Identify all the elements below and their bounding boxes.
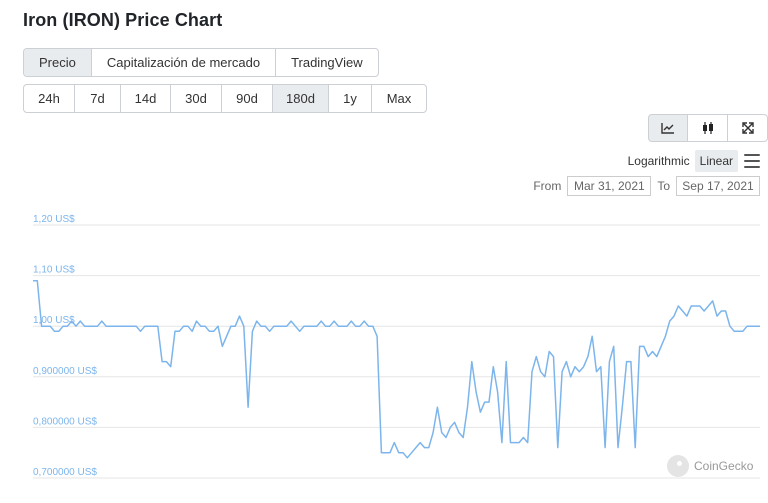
range-14d-button[interactable]: 14d	[121, 85, 171, 112]
page-title: Iron (IRON) Price Chart	[23, 10, 223, 30]
price-chart: 1,20 US$ 1,10 US$ 1,00 US$ 0,900000 US$ 0,80…	[33, 214, 760, 479]
scale-selector: Logarithmic Linear	[623, 149, 760, 173]
y-tick-label: 0,800000 US$	[33, 416, 97, 427]
fullscreen-button[interactable]	[728, 114, 768, 142]
line-chart-button[interactable]	[648, 114, 688, 142]
tab-price[interactable]: Precio	[24, 49, 92, 76]
date-range-picker: From To	[527, 176, 760, 196]
chart-tabs: Precio Capitalización de mercado Trading…	[23, 48, 379, 77]
line-chart-icon	[661, 123, 674, 134]
range-7d-button[interactable]: 7d	[75, 85, 121, 112]
tab-market-cap[interactable]: Capitalización de mercado	[92, 49, 277, 76]
range-90d-button[interactable]: 90d	[222, 85, 273, 112]
logarithmic-option[interactable]: Logarithmic	[627, 154, 690, 168]
linear-option[interactable]: Linear	[694, 150, 738, 172]
price-series-line	[33, 279, 760, 459]
coingecko-logo-icon	[667, 455, 689, 477]
range-1y-button[interactable]: 1y	[329, 85, 372, 112]
from-label: From	[533, 179, 562, 193]
chart-type-toolbar	[648, 114, 768, 142]
y-tick-label: 1,00 US$	[33, 315, 75, 326]
to-label: To	[657, 179, 670, 193]
watermark-text: CoinGecko	[694, 459, 754, 473]
time-range-selector: 24h 7d 14d 30d 90d 180d 1y Max	[23, 84, 427, 113]
candlestick-icon	[702, 122, 713, 134]
range-max-button[interactable]: Max	[386, 91, 412, 106]
hamburger-menu-icon[interactable]	[744, 154, 760, 168]
y-tick-label: 0,900000 US$	[33, 366, 97, 377]
tab-tradingview[interactable]: TradingView	[291, 55, 363, 70]
fullscreen-icon	[741, 122, 754, 134]
to-date-input[interactable]	[676, 176, 760, 196]
range-30d-button[interactable]: 30d	[171, 85, 222, 112]
from-date-input[interactable]	[567, 176, 652, 196]
range-24h-button[interactable]: 24h	[24, 85, 75, 112]
candlestick-button[interactable]	[688, 114, 728, 142]
range-180d-button[interactable]: 180d	[273, 85, 329, 112]
y-tick-label: 0,700000 US$	[33, 467, 97, 478]
coingecko-watermark: CoinGecko	[667, 455, 753, 477]
y-tick-label: 1,20 US$	[33, 214, 75, 225]
y-tick-label: 1,10 US$	[33, 265, 75, 276]
